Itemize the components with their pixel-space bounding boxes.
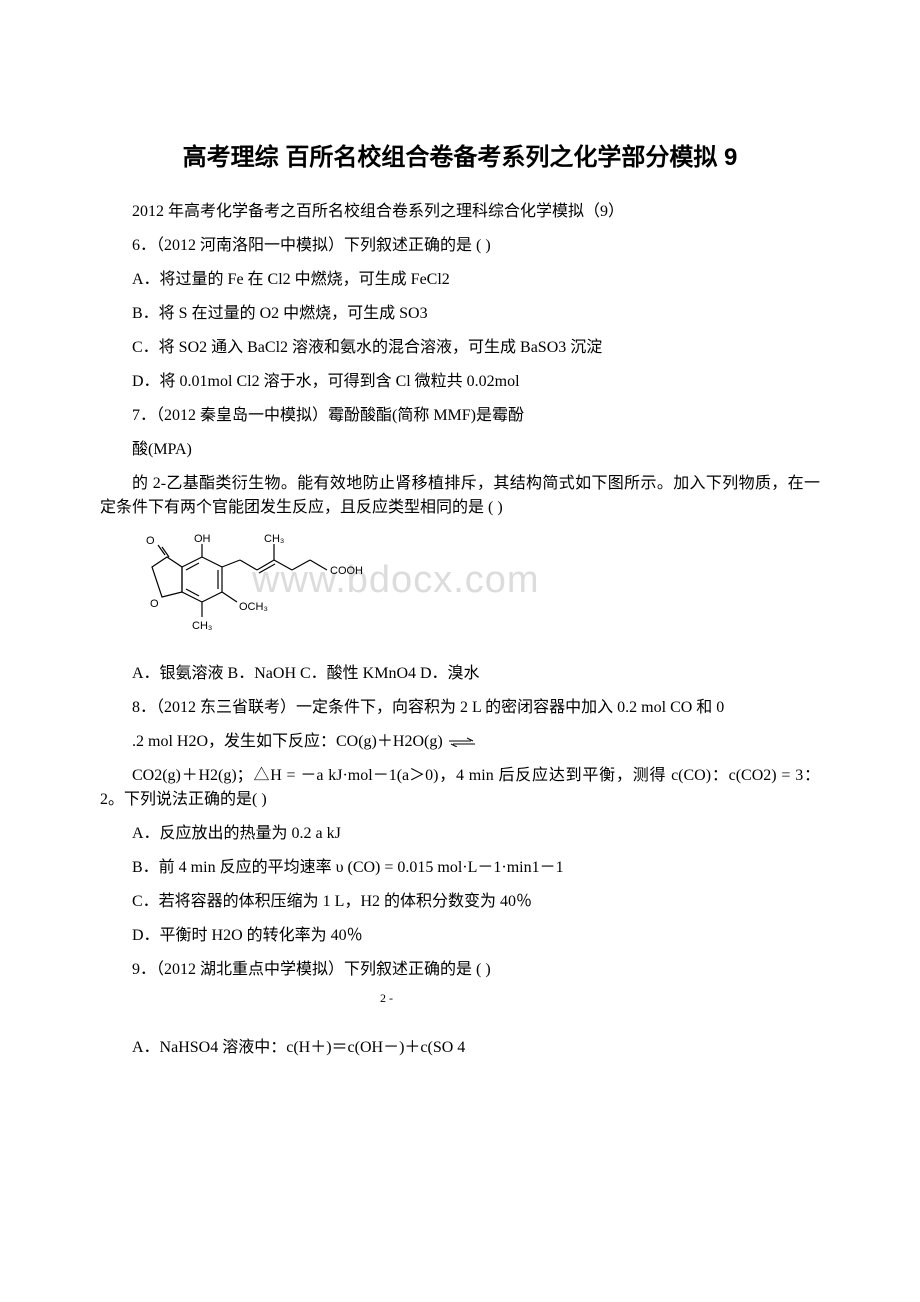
- chem-label-o1: O: [146, 535, 155, 547]
- q7-options: A．银氨溶液 B．NaOH C．酸性 KMnO4 D．溴水: [100, 662, 820, 686]
- q8-option-d: D．平衡时 H2O 的转化率为 40％: [100, 924, 820, 948]
- superscript-fragment: 2 -: [380, 992, 393, 1004]
- chem-label-oh: OH: [194, 533, 211, 545]
- chem-label-ch3-2: CH₃: [192, 620, 212, 632]
- q7-stem-2: 酸(MPA): [100, 438, 820, 462]
- chem-label-ch3-1: CH₃: [264, 533, 284, 545]
- q8-option-b: B．前 4 min 反应的平均速率 υ (CO) = 0.015 mol·L－1…: [100, 856, 820, 880]
- page-title: 高考理综 百所名校组合卷备考系列之化学部分模拟 9: [100, 140, 820, 176]
- q6-option-d: D．将 0.01mol Cl2 溶于水，可得到含 Cl 微粒共 0.02mol: [100, 370, 820, 394]
- molecule-svg: O OH CH₃ COOH O OCH₃ CH₃: [132, 532, 382, 642]
- chem-label-och3: OCH₃: [239, 601, 268, 613]
- chem-label-cooh: COOH: [330, 565, 363, 577]
- q6-stem: 6．（2012 河南洛阳一中模拟）下列叙述正确的是 ( ): [100, 234, 820, 258]
- q9-stem: 9．（2012 湖北重点中学模拟）下列叙述正确的是 ( ): [100, 958, 820, 982]
- q8-option-c: C．若将容器的体积压缩为 1 L，H2 的体积分数变为 40％: [100, 890, 820, 914]
- q7-stem-3: 的 2-乙基酯类衍生物。能有效地防止肾移植排斥，其结构简式如下图所示。加入下列物…: [100, 472, 820, 520]
- q6-option-b: B．将 S 在过量的 O2 中燃烧，可生成 SO3: [100, 302, 820, 326]
- q7-stem-1: 7．（2012 秦皇岛一中模拟）霉酚酸酯(简称 MMF)是霉酚: [100, 404, 820, 428]
- q8-stem-2: .2 mol H2O，发生如下反应：CO(g)＋H2O(g): [100, 730, 820, 754]
- intro-text: 2012 年高考化学备考之百所名校组合卷系列之理科综合化学模拟（9）: [100, 200, 820, 224]
- q8-stem-1: 8．（2012 东三省联考）一定条件下，向容积为 2 L 的密闭容器中加入 0.…: [100, 696, 820, 720]
- q8-option-a: A．反应放出的热量为 0.2 a kJ: [100, 822, 820, 846]
- chemical-structure: www.bdocx.com: [132, 532, 820, 650]
- q6-option-a: A．将过量的 Fe 在 Cl2 中燃烧，可生成 FeCl2: [100, 268, 820, 292]
- q8-stem-3: CO2(g)＋H2(g)；△H = －a kJ·mol－1(a＞0)，4 min…: [100, 764, 820, 812]
- q9-option-a: A．NaHSO4 溶液中：c(H＋)＝c(OH－)＋c(SO 4: [100, 1036, 820, 1060]
- chem-label-o2: O: [150, 598, 159, 610]
- equilibrium-arrow-icon: [447, 737, 477, 747]
- q6-option-c: C．将 SO2 通入 BaCl2 溶液和氨水的混合溶液，可生成 BaSO3 沉淀: [100, 336, 820, 360]
